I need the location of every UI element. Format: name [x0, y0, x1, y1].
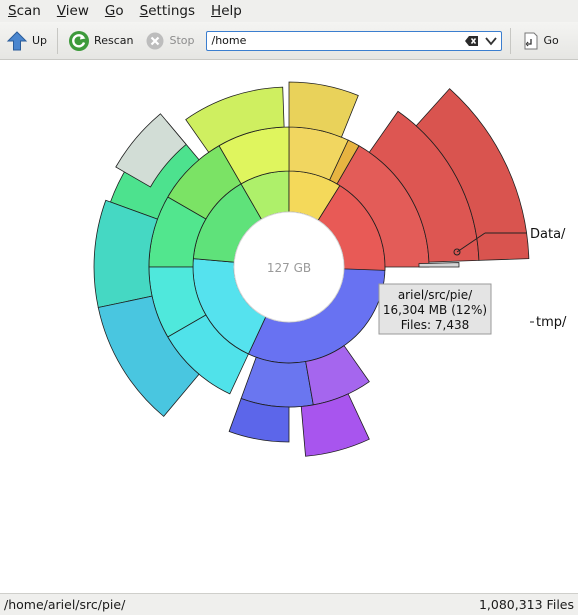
go-label: Go	[543, 34, 559, 47]
ring3-teal[interactable]	[93, 199, 158, 309]
up-label: Up	[32, 34, 48, 47]
toolbar: Up Rescan Stop Go	[0, 22, 578, 60]
menu-settings[interactable]: Settings	[139, 3, 196, 19]
status-file-count: 1,080,313 Files	[478, 597, 574, 612]
center-disc[interactable]	[233, 211, 345, 323]
data-label-leader	[456, 232, 486, 253]
tooltip: ariel/src/pie/ 16,304 MB (12%) Files: 7,…	[378, 283, 492, 335]
menu-go[interactable]: Go	[104, 3, 124, 19]
go-document-icon	[524, 32, 538, 49]
data-label-anchor	[453, 248, 461, 256]
center-size-label: 127 GB	[267, 261, 311, 275]
up-button[interactable]: Up	[0, 26, 53, 56]
menu-view[interactable]: View	[56, 3, 89, 19]
ring2-amber[interactable]	[329, 139, 360, 185]
go-button[interactable]: Go	[517, 26, 564, 56]
radial-map-area[interactable]: 127 GB Data/ tmp/ ariel/src/pie/ 16,304 …	[0, 61, 578, 593]
ring3-gold[interactable]	[288, 81, 359, 138]
refresh-icon	[69, 30, 90, 51]
location-combo[interactable]	[206, 30, 503, 51]
ring3-grey[interactable]	[115, 113, 187, 188]
stop-label: Stop	[169, 34, 195, 47]
menu-bar: Scan View Go Settings Help	[0, 0, 578, 22]
stop-button[interactable]: Stop	[139, 26, 200, 56]
rescan-button[interactable]: Rescan	[62, 26, 139, 56]
status-bar: /home/ariel/src/pie/ 1,080,313 Files	[0, 593, 578, 615]
chevron-down-icon[interactable]	[485, 36, 498, 46]
ring2-blue[interactable]	[240, 356, 314, 408]
toolbar-separator	[57, 27, 59, 54]
stop-icon	[146, 32, 164, 49]
tmp-segment[interactable]	[418, 262, 460, 268]
ring2-cyan[interactable]	[167, 314, 249, 395]
toolbar-separator	[510, 27, 512, 54]
ring3-blue[interactable]	[228, 398, 290, 443]
rescan-label: Rescan	[94, 34, 134, 47]
status-path: /home/ariel/src/pie/	[4, 597, 126, 612]
ring3-yellow[interactable]	[185, 86, 285, 153]
data-label[interactable]: Data/	[530, 227, 566, 242]
ring2-purple[interactable]	[305, 345, 370, 406]
radial-map[interactable]: 127 GB Data/ tmp/ ariel/src/pie/ 16,304 …	[0, 61, 578, 593]
location-input[interactable]	[207, 34, 454, 47]
ring4-red[interactable]	[415, 88, 530, 261]
ring3-purple[interactable]	[300, 393, 370, 457]
arrow-up-icon	[6, 30, 28, 50]
tooltip-path: ariel/src/pie/	[398, 288, 473, 302]
ring3-cyan[interactable]	[97, 295, 200, 417]
clear-text-icon[interactable]	[465, 35, 479, 47]
tmp-label[interactable]: tmp/	[536, 315, 567, 330]
tooltip-size: 16,304 MB (12%)	[383, 303, 487, 317]
menu-scan[interactable]: Scan	[8, 3, 41, 19]
tooltip-files: Files: 7,438	[401, 318, 470, 332]
menu-help[interactable]: Help	[211, 3, 242, 19]
